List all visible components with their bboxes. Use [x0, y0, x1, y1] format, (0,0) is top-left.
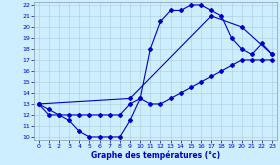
- X-axis label: Graphe des températures (°c): Graphe des températures (°c): [91, 150, 220, 160]
